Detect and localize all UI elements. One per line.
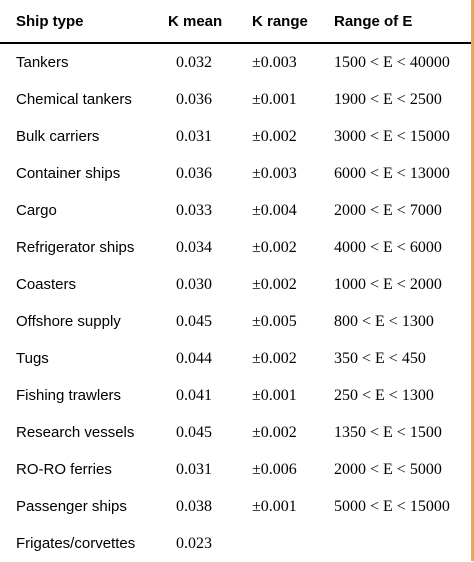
- cell-range-of-e: 2000 < E < 5000: [334, 460, 442, 478]
- cell-ship-type: Offshore supply: [16, 313, 121, 330]
- table-row: Frigates/corvettes 0.023: [0, 525, 471, 562]
- table-body: Tankers 0.032 ±0.003 1500 < E < 40000 Ch…: [0, 43, 471, 562]
- cell-k-mean: 0.031: [176, 127, 212, 145]
- cell-ship-type: Tankers: [16, 54, 69, 71]
- cell-ship-type: Tugs: [16, 350, 49, 367]
- cell-k-range: ±0.001: [252, 386, 297, 404]
- cell-ship-type: Fishing trawlers: [16, 387, 122, 404]
- cell-k-mean: 0.044: [176, 349, 212, 367]
- header-range-of-e: Range of E: [322, 0, 471, 44]
- cell-k-mean: 0.038: [176, 497, 212, 515]
- cell-ship-type: Container ships: [16, 165, 121, 182]
- table-row: Tankers 0.032 ±0.003 1500 < E < 40000: [0, 43, 471, 81]
- cell-k-range: ±0.005: [252, 312, 297, 330]
- cell-k-range: ±0.002: [252, 423, 297, 441]
- table-row: Passenger ships 0.038 ±0.001 5000 < E < …: [0, 488, 471, 525]
- cell-k-range: ±0.002: [252, 127, 297, 145]
- table-row: Coasters 0.030 ±0.002 1000 < E < 2000: [0, 266, 471, 303]
- cell-range-of-e: [322, 525, 471, 562]
- table-row: Bulk carriers 0.031 ±0.002 3000 < E < 15…: [0, 118, 471, 155]
- cell-range-of-e: 6000 < E < 13000: [334, 164, 450, 182]
- cell-k-mean: 0.023: [176, 534, 212, 552]
- cell-k-range: ±0.002: [252, 349, 297, 367]
- cell-ship-type: Chemical tankers: [16, 91, 132, 108]
- cell-ship-type: Frigates/corvettes: [16, 535, 136, 552]
- cell-ship-type: Research vessels: [16, 424, 135, 441]
- cell-k-mean: 0.045: [176, 423, 212, 441]
- cell-k-mean: 0.036: [176, 164, 212, 182]
- cell-ship-type: RO-RO ferries: [16, 461, 112, 478]
- table-row: Offshore supply 0.045 ±0.005 800 < E < 1…: [0, 303, 471, 340]
- cell-k-range: [236, 525, 322, 562]
- cell-k-range: ±0.001: [252, 90, 297, 108]
- table-row: Refrigerator ships 0.034 ±0.002 4000 < E…: [0, 229, 471, 266]
- cell-range-of-e: 3000 < E < 15000: [334, 127, 450, 145]
- cell-k-mean: 0.033: [176, 201, 212, 219]
- cell-range-of-e: 800 < E < 1300: [334, 312, 434, 330]
- table-row: Research vessels 0.045 ±0.002 1350 < E <…: [0, 414, 471, 451]
- cell-k-mean: 0.032: [176, 53, 212, 71]
- header-row: Ship type K mean K range Range of E: [0, 0, 471, 44]
- table-row: Tugs 0.044 ±0.002 350 < E < 450: [0, 340, 471, 377]
- cell-range-of-e: 2000 < E < 7000: [334, 201, 442, 219]
- table-row: Fishing trawlers 0.041 ±0.001 250 < E < …: [0, 377, 471, 414]
- table-row: Chemical tankers 0.036 ±0.001 1900 < E <…: [0, 81, 471, 118]
- cell-range-of-e: 4000 < E < 6000: [334, 238, 442, 256]
- cell-k-range: ±0.006: [252, 460, 297, 478]
- cell-ship-type: Cargo: [16, 202, 57, 219]
- header-k-range: K range: [236, 0, 322, 44]
- cell-ship-type: Refrigerator ships: [16, 239, 135, 256]
- cell-range-of-e: 1350 < E < 1500: [334, 423, 442, 441]
- cell-k-mean: 0.031: [176, 460, 212, 478]
- cell-k-mean: 0.041: [176, 386, 212, 404]
- cell-k-range: ±0.002: [252, 238, 297, 256]
- table-row: RO-RO ferries 0.031 ±0.006 2000 < E < 50…: [0, 451, 471, 488]
- cell-range-of-e: 1900 < E < 2500: [334, 90, 442, 108]
- cell-range-of-e: 1500 < E < 40000: [334, 53, 450, 71]
- table-row: Container ships 0.036 ±0.003 6000 < E < …: [0, 155, 471, 192]
- cell-k-mean: 0.034: [176, 238, 212, 256]
- cell-range-of-e: 1000 < E < 2000: [334, 275, 442, 293]
- cell-k-range: ±0.003: [252, 164, 297, 182]
- cell-k-range: ±0.004: [252, 201, 297, 219]
- cell-ship-type: Bulk carriers: [16, 128, 100, 145]
- cell-range-of-e: 350 < E < 450: [334, 349, 426, 367]
- cell-ship-type: Coasters: [16, 276, 77, 293]
- cell-k-range: ±0.003: [252, 53, 297, 71]
- cell-k-mean: 0.030: [176, 275, 212, 293]
- table-header: Ship type K mean K range Range of E: [0, 0, 471, 44]
- cell-range-of-e: 250 < E < 1300: [334, 386, 434, 404]
- header-k-mean: K mean: [160, 0, 236, 44]
- cell-range-of-e: 5000 < E < 15000: [334, 497, 450, 515]
- cell-k-mean: 0.045: [176, 312, 212, 330]
- table-row: Cargo 0.033 ±0.004 2000 < E < 7000: [0, 192, 471, 229]
- header-ship-type: Ship type: [0, 0, 160, 44]
- cell-k-mean: 0.036: [176, 90, 212, 108]
- cell-k-range: ±0.001: [252, 497, 297, 515]
- cell-ship-type: Passenger ships: [16, 498, 127, 515]
- cell-k-range: ±0.002: [252, 275, 297, 293]
